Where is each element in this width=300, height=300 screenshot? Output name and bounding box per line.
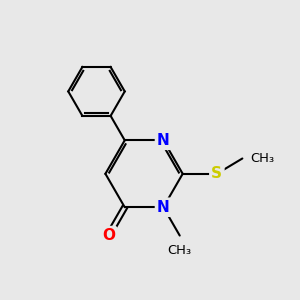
Text: CH₃: CH₃ <box>168 244 192 257</box>
Text: N: N <box>157 200 170 215</box>
Text: O: O <box>102 228 115 243</box>
Text: N: N <box>157 133 170 148</box>
Text: S: S <box>212 166 222 181</box>
Text: CH₃: CH₃ <box>250 152 274 165</box>
